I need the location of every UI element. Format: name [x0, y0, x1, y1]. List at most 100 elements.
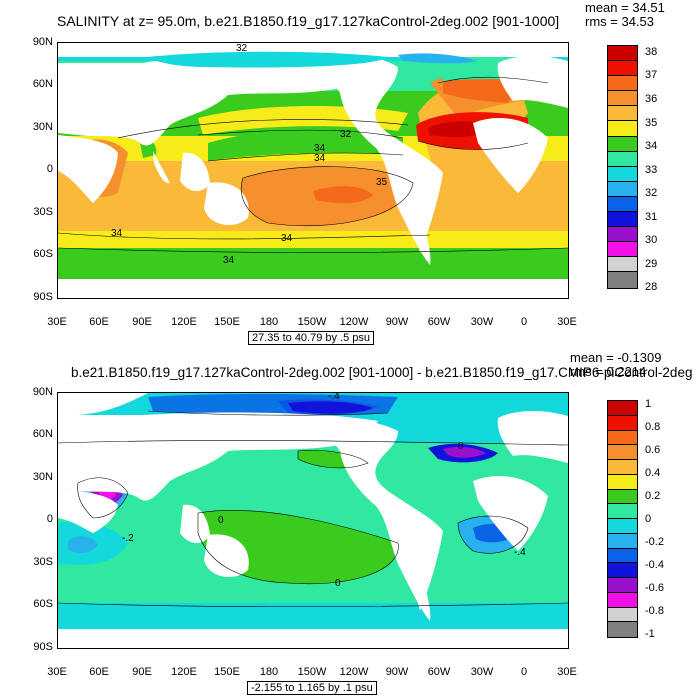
panel1-lat-label: 0	[46, 163, 53, 175]
panel2-colorbar	[607, 400, 638, 638]
panel2-lat-label: 30N	[32, 471, 53, 483]
panel2-lon-label: 60W	[427, 666, 451, 678]
panel1-title: SALINITY at z= 95.0m, b.e21.B1850.f19_g1…	[57, 13, 560, 29]
colorbar-box	[608, 622, 637, 637]
colorbar-box	[608, 548, 637, 564]
colorbar-box	[608, 272, 637, 288]
panel1-colorbar	[607, 45, 638, 289]
panel2-lon-label: 30E	[47, 666, 67, 678]
panel1-contour-label: 34	[281, 233, 293, 244]
panel1-lon-label: 120E	[171, 316, 197, 328]
colorbar-box	[608, 196, 637, 213]
panel1-mean: mean = 34.51	[585, 0, 665, 15]
panel2-colorbar-label: -1	[645, 628, 655, 640]
panel1-lon-label: 60E	[89, 316, 109, 328]
panel2-lat-label: 0	[46, 513, 53, 525]
panel1-lat-label: 60S	[33, 248, 53, 260]
panel1-lat-label: 30N	[32, 121, 53, 133]
colorbar-box	[608, 91, 637, 107]
panel2-map: 0 -.2 0 -.4 0 -.4	[57, 392, 569, 649]
panel1-lon-label: 60W	[427, 316, 451, 328]
panel2-lat-label: 30S	[33, 556, 53, 568]
panel2-lat-label: 60N	[32, 428, 53, 440]
panel2-colorbar-label: 1	[645, 398, 652, 410]
panel2-lon-label: 30E	[557, 666, 577, 678]
panel1-contour-label: 32	[340, 129, 352, 140]
colorbar-box	[608, 257, 637, 273]
colorbar-box	[608, 181, 637, 197]
panel2-rms: rms = 0.2214	[570, 364, 647, 379]
colorbar-box	[608, 578, 637, 593]
colorbar-box	[608, 106, 637, 122]
panel2-colorbar-label: -0.8	[645, 605, 664, 617]
colorbar-box	[608, 519, 637, 534]
colorbar-box	[608, 489, 637, 505]
panel1-rms: rms = 34.53	[585, 14, 655, 29]
panel1-salinity-field	[58, 43, 568, 298]
panel1-colorbar-label: 37	[645, 69, 658, 81]
panel1-contour-label: 34	[314, 143, 326, 154]
panel2-colorbar-label: -0.2	[645, 536, 664, 548]
panel1-contour-label: 34	[314, 153, 326, 164]
panel2-lon-label: 120E	[171, 666, 197, 678]
colorbar-box	[608, 563, 637, 578]
panel2-colorbar-label: 0.2	[645, 490, 661, 502]
panel2-contour-label: -.4	[514, 547, 526, 558]
panel2-lon-label: 30W	[470, 666, 494, 678]
panel2-lon-label: 0	[520, 666, 528, 678]
panel1-colorbar-label: 35	[645, 117, 658, 129]
panel1-lat-label: 90S	[33, 291, 53, 303]
panel1-contour-label: 34	[223, 255, 235, 266]
panel2-colorbar-label: -0.4	[645, 559, 664, 571]
panel1-contour-label: 35	[376, 177, 388, 188]
panel2-lat-label: 60S	[33, 598, 53, 610]
colorbar-box	[608, 607, 637, 623]
panel1-colorbar-label: 34	[645, 140, 658, 152]
panel2-lon-label: 90W	[385, 666, 409, 678]
panel2-colorbar-label: 0.8	[645, 421, 661, 433]
colorbar-box	[608, 504, 637, 519]
colorbar-box	[608, 460, 637, 475]
panel2-lon-label: 180	[259, 666, 279, 678]
panel2-contour-label: -.4	[328, 392, 340, 402]
panel2-lon-label: 120W	[339, 666, 369, 678]
panel1-colorbar-label: 28	[645, 281, 658, 293]
panel2-contour-label: 0	[218, 515, 224, 526]
panel2-lon-label: 90E	[132, 666, 152, 678]
panel1-colorbar-label: 31	[645, 211, 658, 223]
colorbar-box	[608, 227, 637, 243]
panel1-colorbar-label: 33	[645, 164, 658, 176]
panel1-lat-label: 90N	[32, 36, 53, 48]
panel2-contour-range: -2.155 to 1.165 by .1 psu	[247, 681, 377, 695]
panel1-map: 32 32 34 34 35 34 34 34	[57, 42, 569, 299]
colorbar-box	[608, 430, 637, 446]
colorbar-box	[608, 46, 637, 62]
colorbar-box	[608, 242, 637, 258]
panel2-contour-label: 0	[458, 441, 464, 452]
colorbar-box	[608, 401, 637, 416]
panel2-contour-label: 0	[335, 578, 341, 589]
panel1-contour-label: 34	[111, 228, 123, 239]
panel1-lon-label: 30E	[557, 316, 577, 328]
panel1-contour-range: 27.35 to 40.79 by .5 psu	[248, 331, 375, 345]
panel1-colorbar-label: 30	[645, 234, 658, 246]
panel2-lon-label: 150W	[297, 666, 327, 678]
panel1-lon-label: 30E	[47, 316, 67, 328]
panel2-colorbar-label: 0.4	[645, 467, 661, 479]
colorbar-box	[608, 136, 637, 152]
colorbar-box	[608, 121, 637, 137]
panel1-lat-label: 30S	[33, 206, 53, 218]
colorbar-box	[608, 592, 637, 608]
panel2-lon-label: 60E	[89, 666, 109, 678]
panel1-lon-label: 90E	[132, 316, 152, 328]
panel1-lon-label: 150W	[297, 316, 327, 328]
panel1-lon-label: 150E	[214, 316, 240, 328]
panel1-lat-label: 60N	[32, 78, 53, 90]
colorbar-box	[608, 166, 637, 182]
panel2-colorbar-label: 0	[645, 513, 652, 525]
colorbar-box	[608, 76, 637, 92]
panel2-mean: mean = -0.1309	[570, 350, 662, 365]
panel2-contour-label: -.2	[122, 533, 134, 544]
panel2-lon-label: 150E	[214, 666, 240, 678]
panel2-lat-label: 90S	[33, 641, 53, 653]
